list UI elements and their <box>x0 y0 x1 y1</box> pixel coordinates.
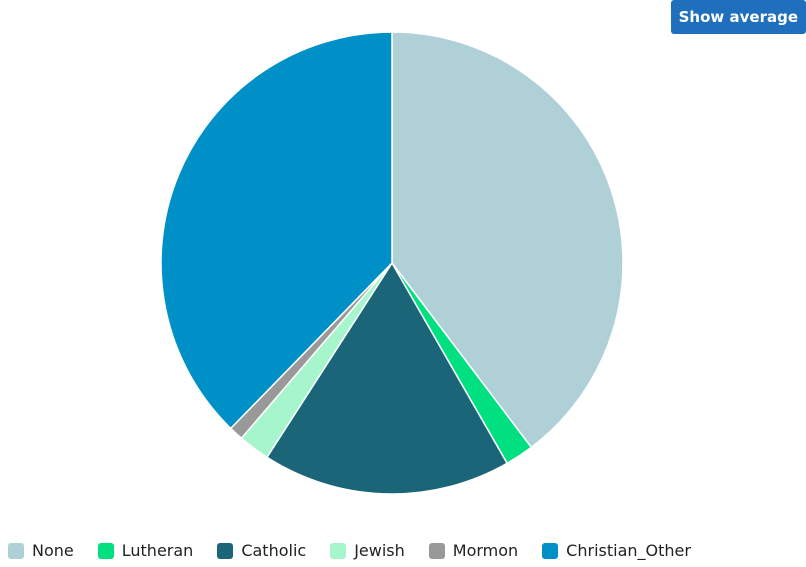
pie-chart <box>160 31 624 495</box>
legend-swatch <box>330 542 347 559</box>
legend-item-none: None <box>8 541 74 560</box>
legend-swatch <box>97 542 114 559</box>
chart-legend: None Lutheran Catholic Jewish Mormon Christia… <box>8 541 691 560</box>
legend-item-christian-other: Christian_Other <box>542 541 691 560</box>
pie-slice-catholic <box>266 262 508 495</box>
legend-label: Jewish <box>354 541 405 560</box>
pie-slice-none <box>391 31 624 449</box>
legend-label: Catholic <box>241 541 307 560</box>
legend-label: Mormon <box>452 541 519 560</box>
show-average-button[interactable]: Show average <box>670 0 806 34</box>
legend-item-lutheran: Lutheran <box>97 541 194 560</box>
legend-item-mormon: Mormon <box>428 541 519 560</box>
legend-label: Christian_Other <box>566 541 691 560</box>
pie-slice-christian-other <box>160 31 393 430</box>
legend-item-jewish: Jewish <box>330 541 405 560</box>
legend-swatch <box>217 542 234 559</box>
legend-label: None <box>32 541 74 560</box>
legend-label: Lutheran <box>121 541 194 560</box>
legend-swatch <box>542 542 559 559</box>
legend-item-catholic: Catholic <box>217 541 306 560</box>
legend-swatch <box>8 542 24 559</box>
legend-swatch <box>428 542 445 559</box>
